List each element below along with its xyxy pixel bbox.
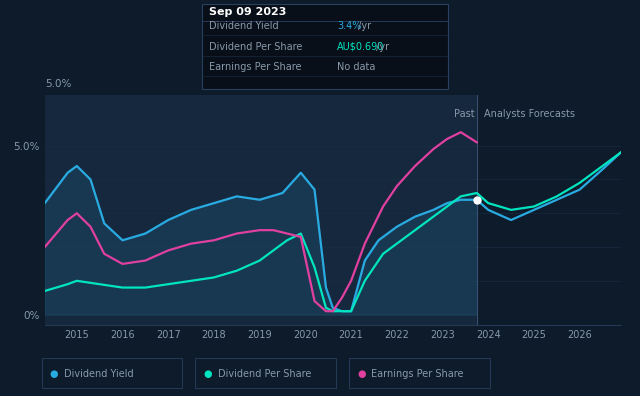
Text: ●: ● <box>50 369 58 379</box>
Text: Earnings Per Share: Earnings Per Share <box>209 63 302 72</box>
Text: AU$0.690: AU$0.690 <box>337 42 385 52</box>
Text: Past: Past <box>454 109 474 118</box>
Text: Analysts Forecasts: Analysts Forecasts <box>484 109 575 118</box>
Text: Dividend Per Share: Dividend Per Share <box>218 369 311 379</box>
Text: /yr: /yr <box>355 21 371 31</box>
Text: Dividend Yield: Dividend Yield <box>64 369 134 379</box>
Text: No data: No data <box>337 63 376 72</box>
Text: 3.4%: 3.4% <box>337 21 362 31</box>
Text: Dividend Per Share: Dividend Per Share <box>209 42 303 52</box>
Text: ●: ● <box>357 369 365 379</box>
Bar <box>477 95 621 325</box>
Text: Dividend Yield: Dividend Yield <box>209 21 279 31</box>
Text: 5.0%: 5.0% <box>45 79 71 89</box>
Text: ●: ● <box>204 369 212 379</box>
Text: Sep 09 2023: Sep 09 2023 <box>209 7 287 17</box>
Text: Earnings Per Share: Earnings Per Share <box>371 369 464 379</box>
Text: /yr: /yr <box>373 42 389 52</box>
Bar <box>45 95 477 325</box>
